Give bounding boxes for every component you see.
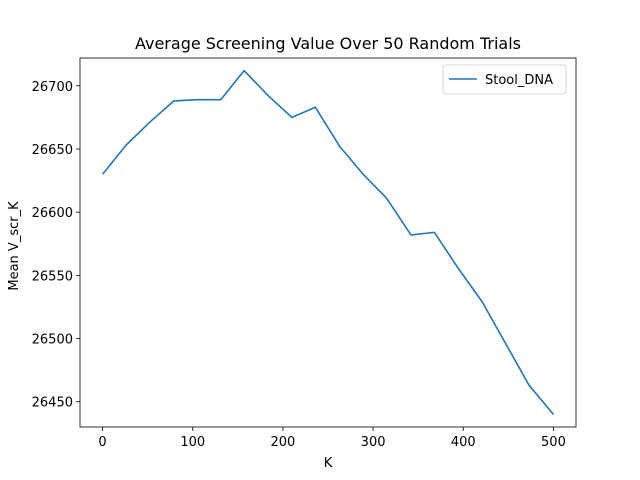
y-tick-label: 26650 — [32, 143, 73, 158]
x-tick-label: 300 — [361, 435, 386, 450]
x-axis-label: K — [324, 456, 333, 471]
y-tick-label: 26500 — [32, 333, 73, 348]
x-tick-label: 500 — [541, 435, 566, 450]
x-tick-label: 200 — [270, 435, 295, 450]
legend-label: Stool_DNA — [485, 73, 553, 88]
chart-title: Average Screening Value Over 50 Random T… — [135, 34, 521, 53]
series-line-stool-dna — [101, 69, 555, 415]
y-tick-label: 26600 — [32, 206, 73, 221]
y-tick-label: 26700 — [32, 80, 73, 95]
plot-area: 0 100 200 300 400 500 26450 26500 26550 26600 2665… — [32, 57, 577, 450]
x-tick-label: 100 — [180, 435, 205, 450]
x-tick-label: 400 — [451, 435, 476, 450]
y-tick-label: 26450 — [32, 396, 73, 411]
legend-box — [442, 64, 567, 95]
y-axis-label: Mean V_scr_K — [7, 201, 22, 291]
axes-frame — [79, 57, 577, 428]
x-tick-label: 0 — [98, 435, 106, 450]
y-tick-label: 26550 — [32, 269, 73, 284]
